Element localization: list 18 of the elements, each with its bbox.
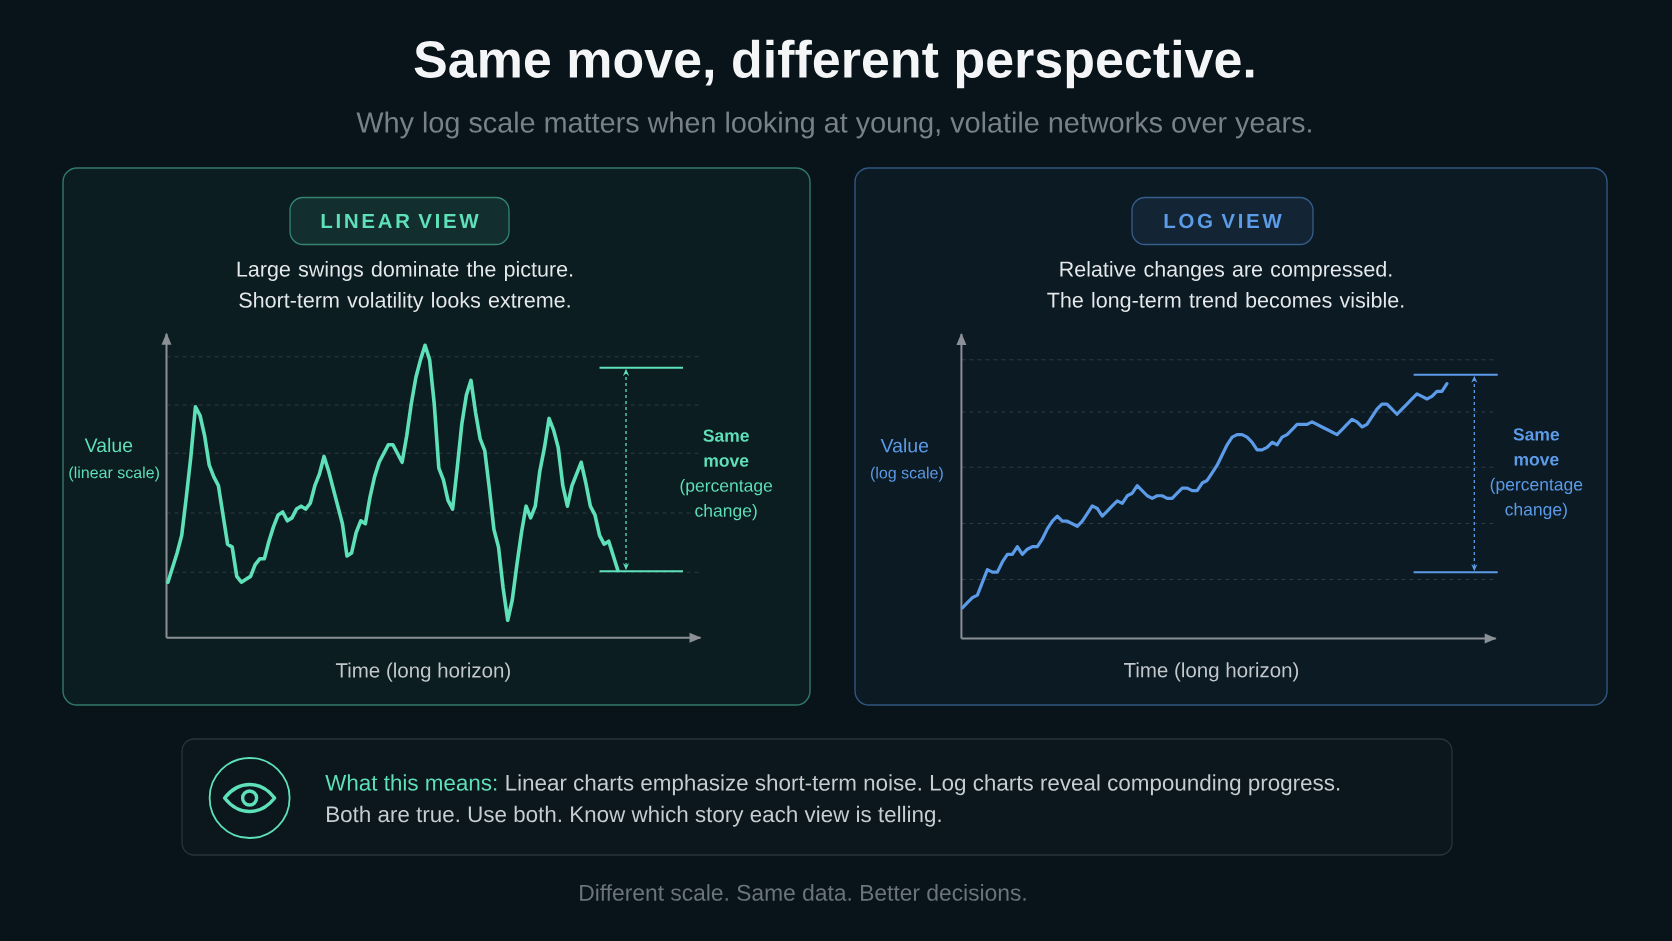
chart-title: LOG VIEW (1164, 213, 1282, 229)
chart-subtitle: Large swings dominate the picture. Short-term volatility looks extreme. (237, 260, 573, 313)
y-axis-title: Value (880, 438, 929, 453)
text: (linear scale) (69, 466, 159, 482)
y-axis-title: Value (84, 437, 133, 453)
text: Different scale. Same data. Better decisions. (580, 884, 1026, 901)
text: Same move (percentage change) (1490, 428, 1583, 520)
text: (log scale) (871, 466, 943, 482)
text: Same move (percentage change) (680, 429, 773, 521)
x-axis-title: Time (long horizon) (335, 662, 510, 682)
text: Same move, different perspective. (414, 39, 1254, 89)
text: Linear charts emphasize short-term noise. Log charts reveal compounding progress. (506, 774, 1340, 796)
text: Both are true. Use both. Know which story each view is telling. (327, 805, 941, 827)
x-axis-title: Time (long horizon) (1124, 662, 1299, 682)
chart-title: LINEAR VIEW (321, 213, 479, 229)
chart-subtitle: Relative changes are compressed. The long-term trend becomes visible. (1047, 260, 1404, 313)
text: What this means: (325, 774, 497, 791)
text: Why log scale matters when looking at young, volatile networks over years. (356, 111, 1311, 139)
